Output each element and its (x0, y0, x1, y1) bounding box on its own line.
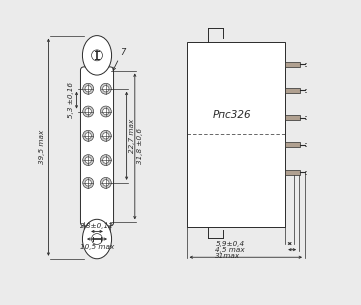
Circle shape (103, 157, 109, 163)
Circle shape (85, 133, 91, 139)
Circle shape (92, 234, 103, 245)
Ellipse shape (82, 36, 112, 75)
Circle shape (100, 178, 111, 188)
Circle shape (103, 180, 109, 186)
Text: 2,8±0,12: 2,8±0,12 (80, 223, 114, 229)
Circle shape (85, 157, 91, 163)
Circle shape (100, 106, 111, 117)
Circle shape (100, 130, 111, 141)
Circle shape (83, 83, 93, 94)
Text: 31max: 31max (216, 253, 240, 259)
Circle shape (85, 86, 91, 92)
Text: Рпс326: Рпс326 (213, 109, 251, 120)
Circle shape (83, 178, 93, 188)
Ellipse shape (82, 219, 112, 259)
Text: 31,8 ±0,6: 31,8 ±0,6 (137, 128, 143, 164)
Text: 5,3 ±0,16: 5,3 ±0,16 (68, 82, 74, 118)
Bar (285, 115, 300, 120)
Bar (285, 170, 300, 175)
Bar (285, 142, 300, 147)
Text: 7: 7 (120, 48, 125, 57)
Circle shape (83, 130, 93, 141)
Bar (285, 62, 300, 67)
Circle shape (92, 50, 103, 61)
Circle shape (85, 180, 91, 186)
FancyBboxPatch shape (81, 67, 114, 226)
Circle shape (83, 155, 93, 166)
Text: 39,5 max: 39,5 max (39, 130, 45, 164)
Text: 10,5 max: 10,5 max (80, 244, 114, 249)
Circle shape (100, 83, 111, 94)
Text: 22,7 max: 22,7 max (129, 119, 135, 153)
Circle shape (85, 108, 91, 115)
Text: 5,9±0,4: 5,9±0,4 (216, 241, 244, 246)
Bar (285, 88, 300, 93)
Circle shape (103, 133, 109, 139)
Circle shape (83, 106, 93, 117)
Text: 4,5 max: 4,5 max (216, 247, 245, 253)
Circle shape (100, 155, 111, 166)
Bar (187, 42, 285, 227)
Circle shape (103, 108, 109, 115)
Circle shape (103, 86, 109, 92)
